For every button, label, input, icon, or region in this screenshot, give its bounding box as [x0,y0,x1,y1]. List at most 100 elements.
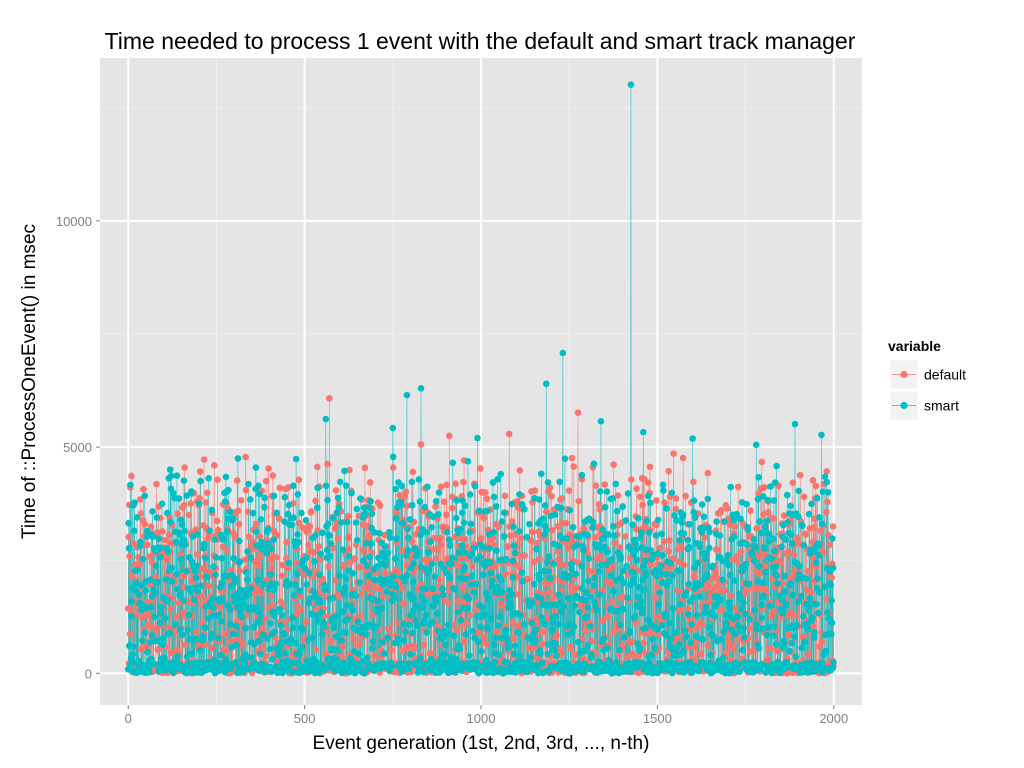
data-point-smart [429,602,437,610]
data-point-smart [287,635,295,643]
data-point-default [126,553,133,560]
data-point-smart [683,633,690,641]
data-point-smart [137,582,145,589]
data-point-smart [330,624,338,632]
data-point-smart [489,479,497,486]
data-point-default [562,519,570,527]
data-point-smart [185,611,193,619]
data-point-smart [479,571,487,579]
data-point-default [785,631,792,639]
data-point-smart [798,592,805,600]
data-point-smart [443,569,450,577]
data-point-smart [313,612,320,619]
data-point-smart [636,644,644,652]
data-point-smart [435,489,443,496]
data-point-smart [439,585,446,593]
data-point-default [185,511,193,519]
data-point-default [272,554,280,561]
x-tick-label: 500 [294,711,316,726]
data-point-default [669,555,677,562]
data-point-smart [716,532,724,539]
data-point-smart [336,572,343,580]
data-point-smart [659,481,667,489]
data-point-smart [258,538,266,546]
data-point-default [461,535,469,543]
data-point-smart [799,522,806,530]
data-point-smart [710,632,717,640]
data-point-default [397,584,405,592]
data-point-smart [492,503,500,510]
data-point-smart [419,604,427,611]
data-point-smart [756,517,763,525]
data-point-smart [626,628,634,635]
data-point-smart [475,507,483,515]
data-point-smart [641,586,648,594]
data-point-smart [335,504,343,511]
data-point-smart [473,659,481,667]
data-point-smart [550,618,557,625]
data-point-default [764,508,772,516]
data-point-default [574,409,582,417]
data-point-default [137,645,145,653]
data-point-default [746,625,754,632]
data-point-default [269,602,277,610]
data-point-smart [624,490,632,497]
data-point-smart [408,501,416,509]
data-point-smart [462,631,470,638]
data-point-smart [774,580,781,587]
data-point-smart [389,453,397,461]
data-point-smart [233,641,240,649]
data-point-default [205,582,212,590]
data-point-smart [631,612,639,620]
data-point-default [409,468,417,476]
data-point-smart [428,524,435,531]
data-point-smart [223,528,231,535]
data-point-smart [533,545,540,553]
data-point-smart [751,606,759,614]
data-point-default [161,536,169,544]
data-point-smart [752,544,759,551]
data-point-smart [573,541,581,549]
data-point-smart [556,478,563,486]
data-point-smart [521,505,528,513]
data-point-smart [476,553,484,561]
data-point-smart [821,583,828,590]
data-point-smart [589,518,597,526]
data-point-default [256,533,264,540]
data-point-default [826,541,834,548]
data-point-smart [361,510,369,517]
data-point-smart [828,630,835,638]
data-point-smart [815,551,822,559]
data-point-smart [422,585,429,593]
data-point-smart [531,636,539,644]
data-point-smart [544,650,551,658]
data-point-smart [159,641,166,649]
data-point-smart [532,626,539,633]
data-point-smart [539,515,547,522]
data-point-default [147,581,154,589]
data-point-smart [420,668,428,676]
data-point-default [548,492,555,500]
data-point-smart [390,573,397,580]
data-point-smart [561,455,569,463]
data-point-smart [381,543,389,550]
data-point-default [437,483,445,491]
data-point-smart [178,521,186,529]
data-point-smart [129,651,137,658]
data-point-smart [180,597,187,604]
data-point-smart [491,658,499,666]
data-point-smart [565,594,572,602]
data-point-smart [545,568,553,575]
data-point-smart [560,603,568,610]
data-point-default [560,561,568,569]
data-point-smart [509,574,517,581]
data-point-default [753,525,760,532]
data-point-smart [410,559,417,567]
data-point-smart [353,626,360,634]
data-point-default [603,613,611,621]
data-point-smart [811,634,818,641]
data-point-smart [149,508,156,515]
data-point-default [570,463,578,470]
data-point-smart [349,606,357,614]
data-point-smart [135,591,143,599]
